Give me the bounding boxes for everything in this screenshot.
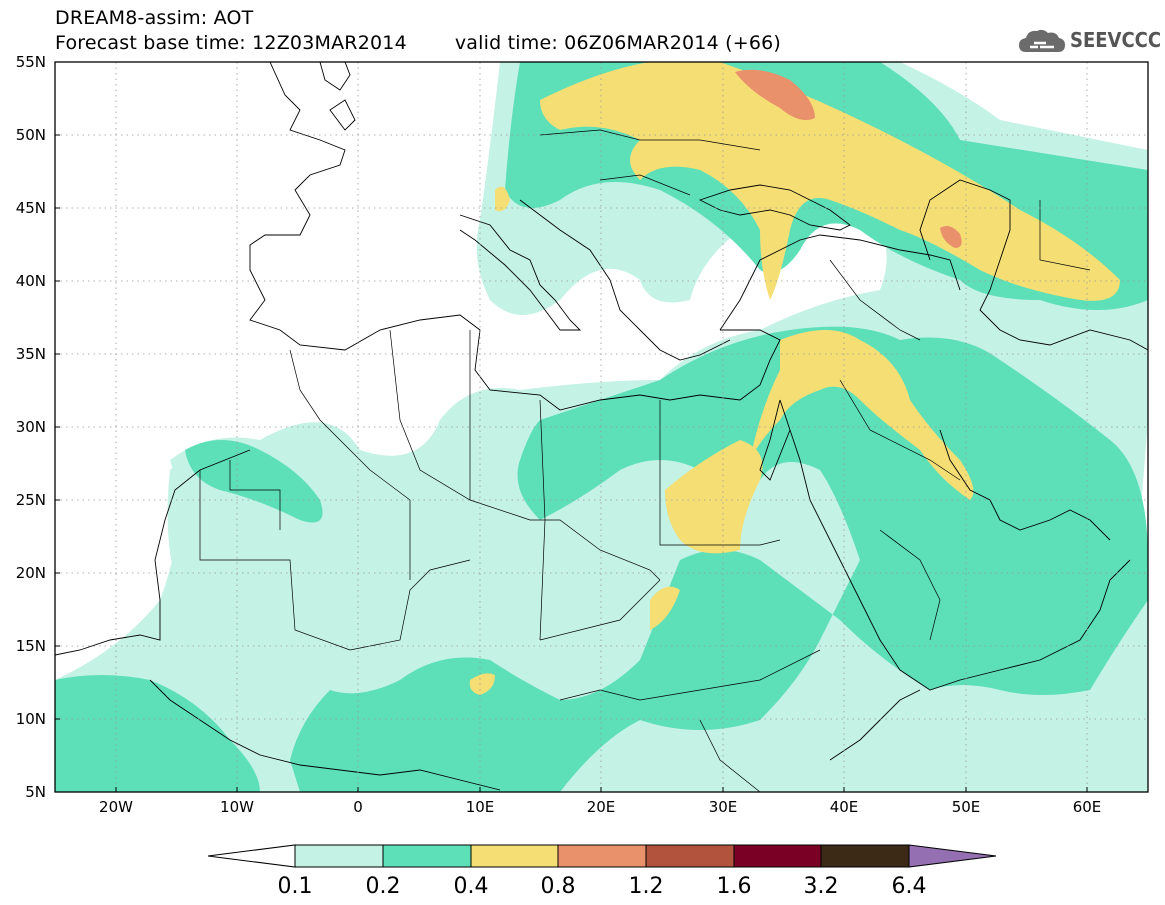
colorbar-segment [294,844,384,868]
colorbar-segment [382,844,472,868]
colorbar-label: 0.2 [366,874,401,899]
lat-label: 5N [25,783,46,801]
lat-label: 35N [16,345,46,363]
lat-label: 50N [16,126,46,144]
lon-label: 0 [353,798,363,816]
colorbar-segment [470,844,559,868]
time-info: Forecast base time: 12Z03MAR2014 valid ti… [55,33,781,53]
colorbar-lower-triangle [207,844,296,868]
lon-label: 10W [220,798,254,816]
lat-label: 30N [16,418,46,436]
lon-label: 50E [952,798,981,816]
colorbar-upper-triangle [908,844,997,868]
axis-ticks [55,61,1088,793]
seevccc-logo: SEEVCCC [1018,28,1162,54]
lon-label: 40E [830,798,859,816]
lon-label: 20W [99,798,133,816]
colorbar-label: 3.2 [804,874,839,899]
latitude-labels: 55N 50N 45N 40N 35N 30N 25N 20N 15N 10N … [16,53,46,801]
colorbar [207,844,997,868]
colorbar-label: 1.2 [629,874,664,899]
lat-label: 10N [16,710,46,728]
base-time: Forecast base time: 12Z03MAR2014 [55,32,407,54]
lon-label: 30E [709,798,738,816]
aot-field [55,62,1148,792]
lat-label: 55N [16,53,46,71]
cloud-icon [1019,29,1065,52]
lat-label: 40N [16,272,46,290]
lon-label: 60E [1073,798,1102,816]
graticule [55,62,1148,792]
lat-label: 20N [16,564,46,582]
colorbar-label: 6.4 [892,874,927,899]
lat-label: 15N [16,637,46,655]
longitude-labels: 20W 10W 0 10E 20E 30E 40E 50E 60E [99,798,1101,816]
colorbar-segment [820,844,910,868]
valid-time: valid time: 06Z06MAR2014 (+66) [454,32,782,54]
colorbar-segment [645,844,735,868]
colorbar-label: 0.4 [454,874,489,899]
colorbar-segment [733,844,822,868]
colorbar-label: 0.8 [541,874,576,899]
lat-label: 45N [16,199,46,217]
colorbar-label: 1.6 [717,874,752,899]
chart-title: DREAM8-assim: AOT [55,7,254,29]
aot-band-0.8-1.2 [735,69,962,248]
lat-label: 25N [16,491,46,509]
country-borders [199,129,1091,792]
logo-text: SEEVCCC [1070,28,1162,52]
colorbar-segment [557,844,647,868]
colorbar-labels: 0.1 0.2 0.4 0.8 1.2 1.6 3.2 6.4 [278,874,927,899]
colorbar-label: 0.1 [278,874,313,899]
lon-label: 20E [587,798,616,816]
lon-label: 10E [466,798,495,816]
aot-band-0.4-0.8 [469,62,1120,695]
